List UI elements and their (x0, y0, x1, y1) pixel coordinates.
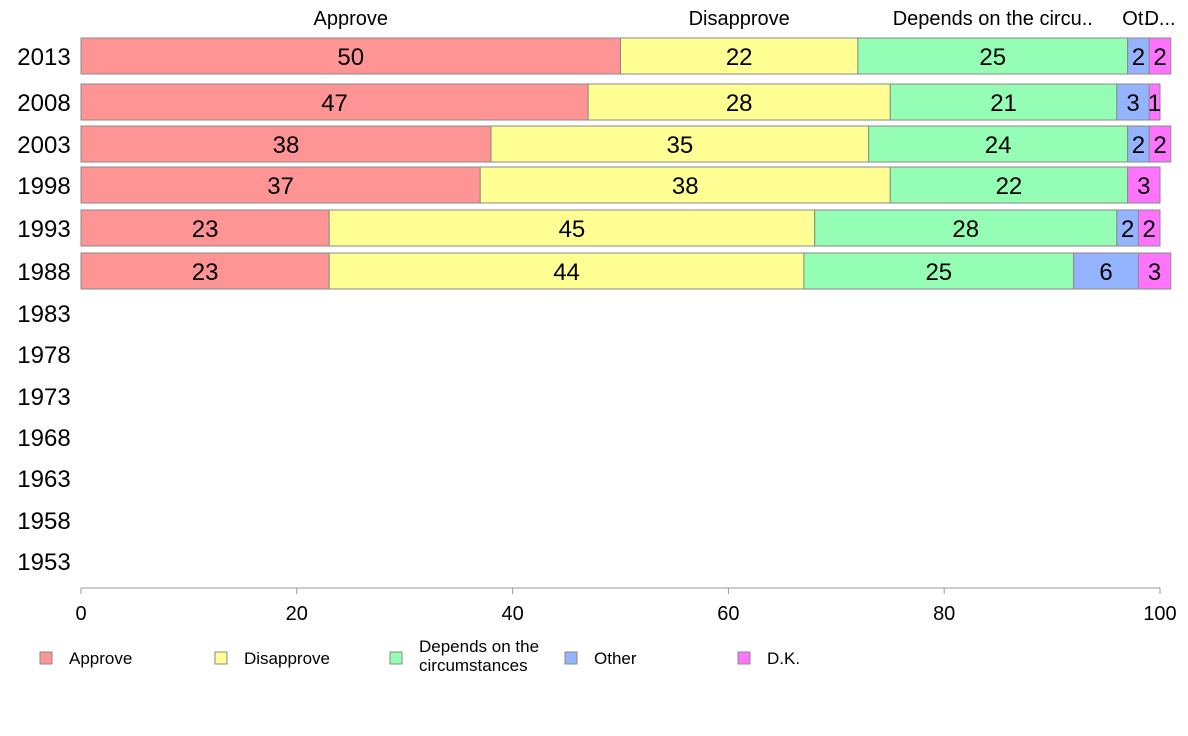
bar-segment (80, 37, 621, 75)
value-label: 1 (1148, 90, 1161, 117)
value-label: 28 (726, 90, 753, 117)
value-label: 6 (1099, 259, 1112, 286)
bar-segment (587, 83, 891, 121)
value-label: 38 (273, 132, 300, 159)
year-label: 1978 (17, 342, 70, 369)
bar-segment (889, 83, 1118, 121)
bar-segment (803, 252, 1075, 290)
value-label: 25 (925, 259, 952, 286)
bar-segment (80, 83, 589, 121)
legend-swatch (39, 651, 53, 665)
bar-segment (889, 166, 1129, 204)
bar-segment (80, 209, 330, 247)
x-tick-label: 20 (286, 603, 308, 625)
year-label: 1983 (17, 301, 70, 328)
bar-segment (1127, 166, 1161, 204)
series-header-label: D... (1144, 8, 1175, 30)
year-label: 1988 (17, 259, 70, 286)
bar-segment (328, 209, 816, 247)
value-label: 23 (192, 259, 219, 286)
value-label: 47 (321, 90, 348, 117)
legend-swatch (214, 651, 228, 665)
bars-layer: 50 22 25 2 247 28 21 3 138 35 24 2 237 38 22 323 45 28 2 22… (80, 37, 1172, 290)
series-header-labels: Approve Disapprove Depends on the circu.. O… (314, 8, 1176, 30)
legend-label: Depends on the circumstances (419, 637, 539, 675)
value-label: 2 (1143, 216, 1156, 243)
value-label: 23 (192, 216, 219, 243)
value-label: 2 (1132, 44, 1145, 71)
value-label: 28 (952, 216, 979, 243)
value-label: 22 (996, 173, 1023, 200)
series-header-label: Disapprove (689, 8, 790, 30)
value-label: 2 (1121, 216, 1134, 243)
value-label: 24 (985, 132, 1012, 159)
value-label: 37 (267, 173, 294, 200)
bar-segment (1073, 252, 1139, 290)
legend-label: Other (594, 649, 637, 668)
year-label: 1998 (17, 173, 70, 200)
legend-label: Approve (69, 649, 132, 668)
series-header-label: Approve (314, 8, 389, 30)
bar-segment (1148, 37, 1172, 75)
bar-segment (814, 209, 1118, 247)
legend-label: Disapprove (244, 649, 330, 668)
year-label: 2003 (17, 132, 70, 159)
value-label: 2 (1132, 132, 1145, 159)
year-labels: 2013 2008 2003 1998 1993 1988 1983 1978 1973 1968… (17, 44, 70, 576)
bar-segment (620, 37, 859, 75)
bar-segment (857, 37, 1129, 75)
series-header-label: Depends on the circu.. (893, 8, 1093, 30)
x-tick-label: 40 (501, 603, 523, 625)
value-label: 44 (553, 259, 580, 286)
value-label: 25 (979, 44, 1006, 71)
bar-segment (328, 252, 805, 290)
x-axis: 0 20 40 60 80 100 (75, 587, 1177, 625)
x-tick-label: 100 (1143, 603, 1176, 625)
year-label: 1958 (17, 508, 70, 535)
year-label: 1993 (17, 216, 70, 243)
bar-segment (1148, 125, 1172, 163)
bar-segment (1148, 83, 1161, 121)
value-label: 3 (1148, 259, 1161, 286)
x-tick-label: 80 (933, 603, 955, 625)
year-label: 1963 (17, 466, 70, 493)
legend: Approve Disapprove Depends on the circumsta… (39, 637, 800, 675)
year-label: 1953 (17, 549, 70, 576)
bar-segment (80, 166, 481, 204)
value-label: 22 (726, 44, 753, 71)
bar-segment (868, 125, 1129, 163)
value-label: 45 (559, 216, 586, 243)
legend-swatch (389, 651, 403, 665)
x-tick-label: 60 (717, 603, 739, 625)
value-label: 2 (1153, 132, 1166, 159)
year-label: 2013 (17, 44, 70, 71)
value-label: 50 (337, 44, 364, 71)
bar-segment (80, 252, 330, 290)
value-label: 21 (990, 90, 1017, 117)
year-label: 2008 (17, 90, 70, 117)
legend-label: D.K. (767, 649, 800, 668)
x-tick-label: 0 (75, 603, 86, 625)
value-label: 3 (1126, 90, 1139, 117)
year-label: 1973 (17, 384, 70, 411)
year-label: 1968 (17, 425, 70, 452)
series-header-label: Ot.. (1122, 8, 1154, 30)
value-label: 3 (1137, 173, 1150, 200)
legend-swatch (564, 651, 578, 665)
legend-swatch (737, 651, 751, 665)
value-label: 35 (666, 132, 693, 159)
bar-segment (80, 125, 492, 163)
value-label: 2 (1153, 44, 1166, 71)
bar-segment (1137, 252, 1172, 290)
value-label: 38 (672, 173, 699, 200)
bar-segment (1116, 83, 1150, 121)
bar-segment (1137, 209, 1161, 247)
